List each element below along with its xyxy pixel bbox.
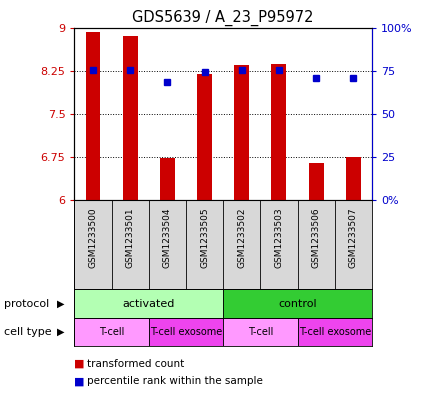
Bar bbox=[223, 318, 298, 346]
Text: cell type: cell type bbox=[4, 327, 52, 337]
Bar bbox=[309, 163, 323, 200]
Text: GSM1233503: GSM1233503 bbox=[275, 208, 283, 268]
Text: GSM1233507: GSM1233507 bbox=[349, 208, 358, 268]
Text: T-cell exosome: T-cell exosome bbox=[150, 327, 222, 337]
Text: protocol: protocol bbox=[4, 299, 49, 309]
Text: ▶: ▶ bbox=[57, 299, 65, 309]
Text: control: control bbox=[278, 299, 317, 309]
Text: transformed count: transformed count bbox=[87, 358, 184, 369]
Text: ■: ■ bbox=[74, 376, 85, 386]
Text: GSM1233506: GSM1233506 bbox=[312, 208, 320, 268]
Bar bbox=[272, 64, 286, 200]
Text: GSM1233500: GSM1233500 bbox=[88, 208, 97, 268]
Text: GSM1233505: GSM1233505 bbox=[200, 208, 209, 268]
Bar bbox=[123, 36, 138, 200]
Text: percentile rank within the sample: percentile rank within the sample bbox=[87, 376, 263, 386]
Text: GSM1233502: GSM1233502 bbox=[237, 208, 246, 268]
Bar bbox=[74, 318, 149, 346]
Text: T-cell exosome: T-cell exosome bbox=[298, 327, 371, 337]
Bar bbox=[197, 73, 212, 200]
Bar bbox=[223, 289, 372, 318]
Bar bbox=[149, 318, 223, 346]
Bar bbox=[74, 289, 223, 318]
Text: activated: activated bbox=[122, 299, 175, 309]
Text: GSM1233504: GSM1233504 bbox=[163, 208, 172, 268]
Text: T-cell: T-cell bbox=[248, 327, 273, 337]
Title: GDS5639 / A_23_P95972: GDS5639 / A_23_P95972 bbox=[132, 10, 314, 26]
Bar bbox=[298, 318, 372, 346]
Bar bbox=[160, 158, 175, 200]
Bar bbox=[234, 65, 249, 200]
Text: T-cell: T-cell bbox=[99, 327, 124, 337]
Text: ■: ■ bbox=[74, 358, 85, 369]
Bar bbox=[346, 157, 361, 200]
Bar bbox=[85, 31, 100, 200]
Text: ▶: ▶ bbox=[57, 327, 65, 337]
Text: GSM1233501: GSM1233501 bbox=[126, 208, 135, 268]
